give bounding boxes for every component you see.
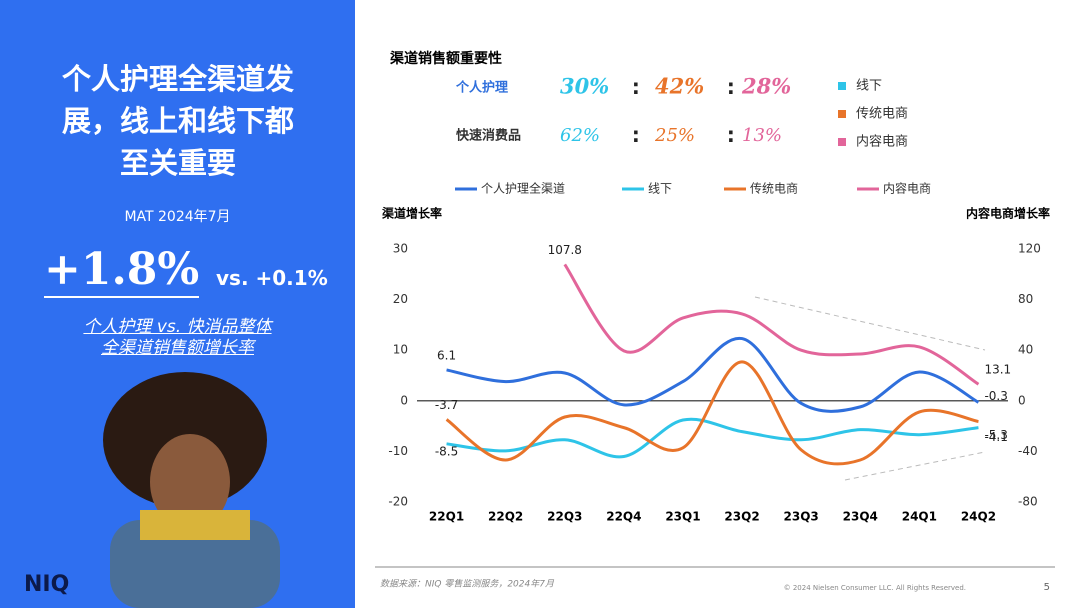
caption: 个人护理 vs. 快消品整体 — [83, 317, 272, 337]
row-label: 个人护理 — [455, 80, 508, 96]
legend-label: 个人护理全渠道 — [481, 181, 565, 196]
person-photo — [103, 372, 280, 608]
series-line — [446, 417, 979, 459]
y-tick-label: 0 — [400, 393, 408, 407]
data-label: -8.5 — [435, 444, 458, 458]
y-tick-label: -10 — [388, 444, 408, 458]
separator: ∶ — [633, 125, 639, 149]
legend-label: 内容电商 — [856, 134, 908, 150]
y-tick-label: 20 — [393, 292, 408, 306]
headline: +1.8% — [44, 244, 200, 298]
data-label: 107.8 — [548, 243, 582, 257]
legend-swatch — [838, 82, 846, 90]
x-tick-label: 23Q1 — [665, 510, 700, 524]
data-label: 13.1 — [984, 363, 1011, 377]
slide-title: 个人护理全渠道发展，线上和线下都至关重要 — [61, 62, 294, 180]
y2-tick-label: 80 — [1018, 292, 1033, 306]
face — [150, 434, 230, 530]
share: 25% — [654, 125, 695, 146]
series-line — [445, 360, 979, 466]
share: 28% — [741, 74, 791, 99]
trend-arrow — [754, 296, 986, 351]
series-line — [446, 337, 980, 413]
y2-tick-label: -80 — [1018, 495, 1038, 509]
share: 62% — [560, 125, 600, 146]
y2-tick-label: 0 — [1018, 393, 1026, 407]
x-tick-label: 22Q4 — [606, 510, 641, 524]
legend-label: 传统电商 — [856, 107, 908, 122]
share: 30% — [560, 74, 609, 99]
y-tick-label: -20 — [388, 495, 408, 509]
y2-tick-label: -40 — [1018, 444, 1038, 458]
legend-swatch — [838, 138, 846, 146]
data-label: -5.3 — [984, 428, 1007, 442]
y-tick-label: 10 — [393, 343, 408, 357]
separator: ∶ — [633, 77, 639, 101]
legend-swatch — [838, 110, 846, 118]
shirt — [140, 510, 250, 540]
data-label: -3.7 — [435, 398, 458, 412]
page-number: 5 — [1044, 582, 1050, 593]
source: 数据来源：NIQ 零售监测服务，2024年7月 — [380, 579, 555, 590]
y-tick-label: 30 — [393, 242, 408, 256]
period: MAT 2024年7月 — [124, 209, 231, 225]
x-tick-label: 24Q1 — [902, 510, 937, 524]
compare: vs. +0.1% — [216, 266, 328, 290]
legend-label: 线下 — [648, 182, 672, 196]
trend-arrow — [844, 451, 986, 481]
x-tick-label: 24Q2 — [961, 510, 996, 524]
y2-tick-label: 40 — [1018, 343, 1033, 357]
caption: 全渠道销售额增长率 — [101, 338, 254, 358]
y-axis-label: 渠道增长率 — [382, 206, 442, 221]
share: 42% — [655, 74, 704, 99]
legend-label: 线下 — [856, 79, 882, 94]
separator: ∶ — [728, 77, 734, 101]
x-tick-label: 22Q1 — [429, 510, 464, 524]
x-tick-label: 22Q2 — [488, 510, 523, 524]
row-label: 快速消费品 — [456, 128, 521, 144]
data-label: -0.3 — [984, 389, 1007, 403]
x-tick-label: 23Q2 — [724, 510, 759, 524]
x-tick-label: 22Q3 — [547, 510, 582, 524]
y2-tick-label: 120 — [1018, 242, 1041, 256]
logo: NIQ — [24, 572, 70, 597]
x-tick-label: 23Q4 — [843, 510, 878, 524]
legend-label: 传统电商 — [750, 181, 798, 196]
legend-label: 内容电商 — [883, 181, 931, 196]
data-label: 6.1 — [437, 348, 456, 362]
separator: ∶ — [728, 125, 734, 149]
importance-title: 渠道销售额重要性 — [390, 51, 502, 67]
share: 13% — [742, 125, 782, 146]
data-label: -4.1 — [984, 430, 1007, 444]
jacket — [110, 520, 280, 608]
left-panel: 个人护理全渠道发展，线上和线下都至关重要 MAT 2024年7月 +1.8% v… — [0, 0, 355, 608]
copyright: © 2024 Nielsen Consumer LLC. All Rights … — [784, 584, 966, 592]
series-line — [563, 263, 980, 386]
x-tick-label: 23Q3 — [784, 510, 819, 524]
y2-axis-label: 内容电商增长率 — [966, 206, 1050, 221]
